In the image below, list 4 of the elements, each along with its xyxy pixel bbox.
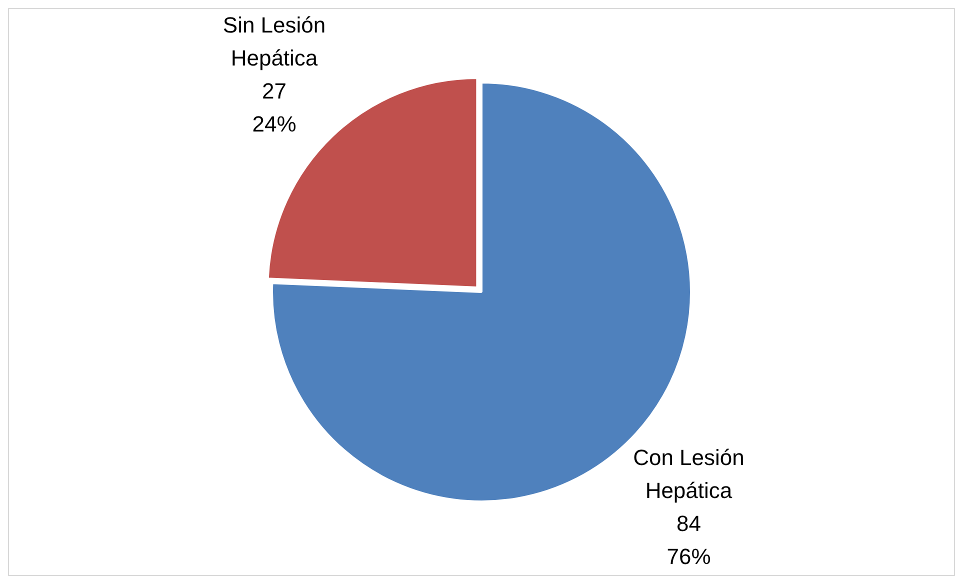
data-label: 84 76% (666, 510, 711, 569)
slice-label: Con Lesión Hepática (633, 444, 744, 503)
data-label: 27 24% (252, 78, 296, 136)
slice-label: Sin Lesión Hepática (222, 12, 326, 70)
